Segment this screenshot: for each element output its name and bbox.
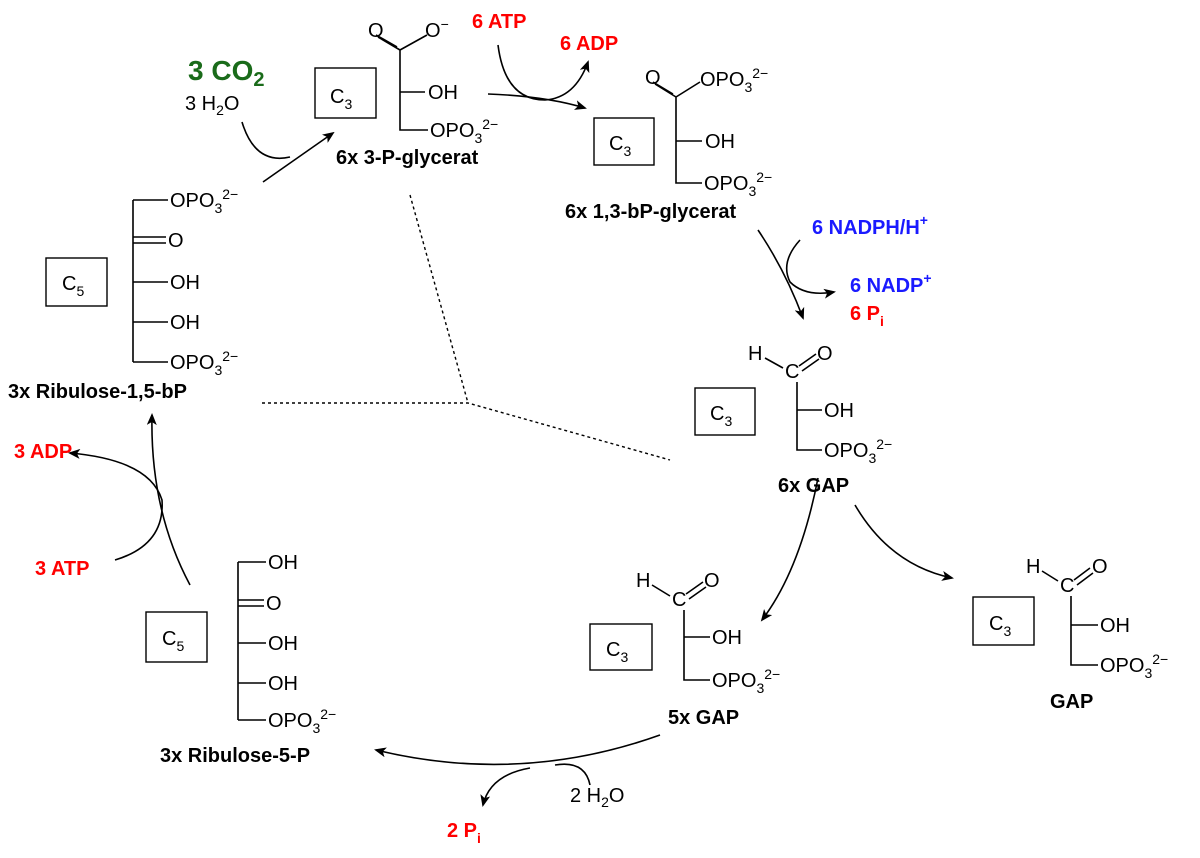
svg-text:C5: C5 <box>62 273 84 299</box>
svg-text:H: H <box>636 570 650 592</box>
svg-text:C3: C3 <box>989 613 1011 639</box>
svg-text:OH: OH <box>705 131 735 153</box>
svg-text:OH: OH <box>170 272 200 294</box>
c3-box <box>694 387 756 436</box>
svg-text:OH: OH <box>268 633 298 655</box>
molecule-gap: C3 H C O OH OPO32− GAP <box>972 556 1168 713</box>
phosphate-label: 6 Pi <box>850 303 884 329</box>
c3-box <box>589 623 653 671</box>
svg-text:C: C <box>672 589 686 611</box>
svg-text:H: H <box>748 343 762 365</box>
svg-text:OPO32−: OPO32− <box>824 436 892 466</box>
c3-box <box>314 67 377 119</box>
water-label: 3 H2O <box>185 93 239 118</box>
molecule-label: 6x 1,3-bP-glycerat <box>565 201 737 223</box>
water-label: 2 H2O <box>570 785 624 810</box>
molecule-label: 6x 3-P-glycerat <box>336 147 479 169</box>
svg-text:C3: C3 <box>710 403 732 429</box>
arrow-phosphorylation <box>487 93 587 110</box>
svg-text:O: O <box>266 593 282 615</box>
svg-text:OPO32−: OPO32− <box>700 65 768 95</box>
molecule-label: 3x Ribulose-1,5-bP <box>8 381 187 403</box>
svg-text:O: O <box>817 343 833 365</box>
svg-text:OH: OH <box>712 627 742 649</box>
arrow-co2-input <box>241 121 291 159</box>
atp-label: 6 ATP <box>472 11 526 33</box>
phosphate-group: OPO32− <box>430 116 498 146</box>
arrow-atp-adp-2 <box>68 448 163 561</box>
adp-label: 3 ADP <box>14 441 72 463</box>
atp-label: 3 ATP <box>35 558 89 580</box>
arrow-nadph-nadp <box>785 239 836 299</box>
atom-o-minus: O− <box>425 16 449 42</box>
c3-label: C3 <box>330 86 352 112</box>
molecule-1-3-bp-glycerat: C3 O OPO32− OH OPO32− 6x 1,3-bP-glycerat <box>565 65 772 223</box>
arrow-gap-to-5gap <box>760 477 819 622</box>
svg-text:OH: OH <box>268 673 298 695</box>
molecule-label: 3x Ribulose-5-P <box>160 745 310 767</box>
svg-text:C: C <box>1060 575 1074 597</box>
svg-text:O: O <box>168 230 184 252</box>
arrow-reduction <box>757 229 805 320</box>
svg-text:C: C <box>785 361 799 383</box>
molecule-label: GAP <box>1050 691 1093 713</box>
arrow-regeneration <box>374 734 661 766</box>
molecule-ribulose-1-5-bp: C5 OPO32− O OH OH OPO32− 3x Ribulose-1,5… <box>8 186 238 403</box>
c3-box <box>593 117 655 166</box>
arrow-carboxylation <box>262 131 335 183</box>
arrow-h2o-input <box>554 763 591 786</box>
arrow-atp-adp <box>497 44 590 101</box>
c5-box <box>145 611 208 663</box>
molecule-label: 6x GAP <box>778 475 849 497</box>
atom-o: O <box>368 20 384 42</box>
svg-text:OH: OH <box>824 400 854 422</box>
svg-text:OPO32−: OPO32− <box>704 169 772 199</box>
svg-text:OPO32−: OPO32− <box>170 348 238 378</box>
svg-text:O: O <box>645 67 661 89</box>
svg-text:OH: OH <box>170 312 200 334</box>
arrow-gap-to-gap <box>854 504 954 581</box>
molecule-3-p-glycerat: C3 O O− OH OPO32− 6x 3-P-glycerat <box>314 16 498 169</box>
svg-text:O: O <box>704 570 720 592</box>
co2-label: 3 CO2 <box>188 55 264 91</box>
c5-box <box>45 257 108 307</box>
svg-text:OH: OH <box>268 552 298 574</box>
arrow-ru5p-to-rubp <box>146 413 191 586</box>
c3-box <box>972 596 1035 646</box>
molecule-gap-6x: C3 H C O OH OPO32− 6x GAP <box>694 343 892 497</box>
molecule-gap-5x: C3 H C O OH OPO32− 5x GAP <box>589 570 780 729</box>
svg-text:OPO32−: OPO32− <box>1100 651 1168 681</box>
svg-text:O: O <box>1092 556 1108 578</box>
nadph-label: 6 NADPH/H+ <box>812 212 928 239</box>
svg-text:C5: C5 <box>162 628 184 654</box>
molecule-label: 5x GAP <box>668 707 739 729</box>
reaction-arrows <box>68 44 954 807</box>
phosphate-label: 2 Pi <box>447 820 481 846</box>
svg-text:OPO32−: OPO32− <box>712 666 780 696</box>
adp-label: 6 ADP <box>560 33 618 55</box>
svg-text:OH: OH <box>1100 615 1130 637</box>
molecule-ribulose-5-p: C5 OH O OH OH OPO32− 3x Ribulose-5-P <box>145 552 336 767</box>
svg-text:OPO32−: OPO32− <box>170 186 238 216</box>
nadp-label: 6 NADP+ <box>850 270 932 297</box>
svg-text:H: H <box>1026 556 1040 578</box>
dotted-line <box>262 194 671 461</box>
arrow-pi-output <box>480 767 531 807</box>
svg-text:OPO32−: OPO32− <box>268 706 336 736</box>
atom-oh: OH <box>428 82 458 104</box>
svg-text:C3: C3 <box>609 133 631 159</box>
svg-text:C3: C3 <box>606 639 628 665</box>
